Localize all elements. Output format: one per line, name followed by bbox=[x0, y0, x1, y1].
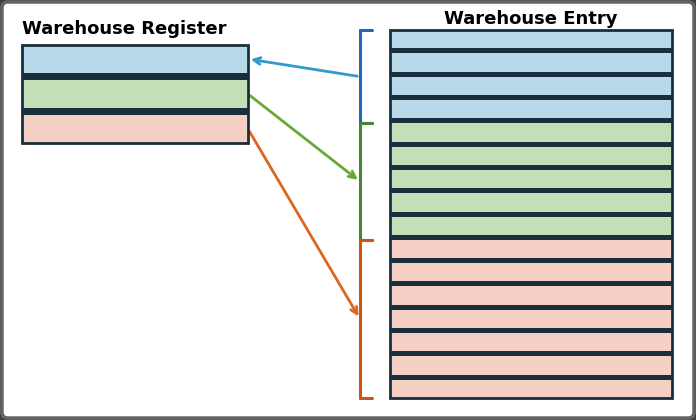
Bar bbox=[390, 170, 672, 188]
Bar bbox=[390, 258, 672, 263]
Text: Warehouse Register: Warehouse Register bbox=[22, 20, 226, 38]
Bar bbox=[390, 281, 672, 286]
Bar bbox=[390, 188, 672, 193]
Bar bbox=[390, 235, 672, 240]
Bar bbox=[390, 380, 672, 398]
Bar bbox=[390, 123, 672, 142]
Bar bbox=[22, 108, 248, 115]
Bar bbox=[390, 30, 672, 48]
Bar bbox=[390, 72, 672, 76]
Bar bbox=[390, 100, 672, 118]
Bar bbox=[390, 286, 672, 305]
Bar bbox=[390, 142, 672, 147]
Bar bbox=[22, 80, 248, 108]
Text: Warehouse Entry: Warehouse Entry bbox=[444, 10, 618, 28]
Bar bbox=[390, 53, 672, 72]
Bar bbox=[390, 216, 672, 235]
Bar bbox=[22, 73, 248, 80]
Bar bbox=[390, 30, 672, 398]
Bar bbox=[390, 305, 672, 310]
Bar bbox=[390, 165, 672, 170]
Bar bbox=[390, 48, 672, 53]
Bar bbox=[22, 45, 248, 143]
Bar bbox=[390, 212, 672, 216]
Bar bbox=[390, 76, 672, 95]
Bar bbox=[22, 115, 248, 143]
Bar bbox=[390, 263, 672, 281]
Bar bbox=[390, 193, 672, 212]
Bar bbox=[390, 118, 672, 123]
Bar bbox=[390, 310, 672, 328]
Bar bbox=[390, 147, 672, 165]
Bar bbox=[390, 240, 672, 258]
Bar bbox=[390, 328, 672, 333]
Bar bbox=[390, 375, 672, 380]
Bar bbox=[390, 352, 672, 357]
Bar bbox=[390, 95, 672, 100]
Bar bbox=[390, 357, 672, 375]
Bar bbox=[22, 45, 248, 73]
Bar bbox=[390, 333, 672, 352]
